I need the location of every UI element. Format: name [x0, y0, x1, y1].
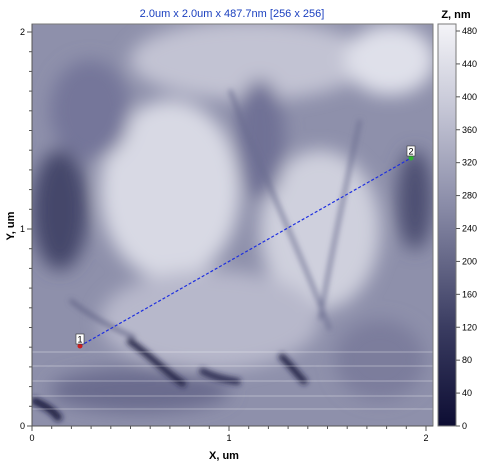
x-tick-label: 2	[423, 433, 428, 443]
svg-text:1: 1	[77, 335, 82, 345]
colorbar-tick-label: 240	[462, 224, 477, 234]
x-tick-label: 1	[226, 433, 231, 443]
colorbar-tick-label: 200	[462, 256, 477, 266]
height-map[interactable]	[32, 20, 435, 426]
svg-text:2: 2	[408, 147, 413, 157]
colorbar-ticks: 0 40 80 120 160 200 240 280 320 360 400 440 480	[456, 26, 477, 431]
y-tick-label: 2	[20, 27, 25, 37]
colorbar-tick-label: 480	[462, 26, 477, 36]
colorbar-tick-label: 160	[462, 289, 477, 299]
colorbar-tick-label: 360	[462, 125, 477, 135]
profile-marker-1[interactable]: 1	[75, 333, 85, 349]
colorbar-tick-label: 80	[462, 355, 472, 365]
y-axis-label: Y, um	[5, 211, 17, 240]
x-tick-label: 0	[29, 433, 34, 443]
colorbar-tick-label: 400	[462, 92, 477, 102]
colorbar-tick-label: 280	[462, 191, 477, 201]
colorbar-tick-label: 320	[462, 158, 477, 168]
y-tick-label: 0	[20, 421, 25, 431]
y-tick-label: 1	[20, 224, 25, 234]
colorbar	[437, 23, 457, 427]
y-axis: 0 1 2	[20, 24, 33, 431]
colorbar-tick-label: 0	[462, 421, 467, 431]
colorbar-tick-label: 440	[462, 59, 477, 69]
image-title: 2.0um x 2.0um x 487.7nm [256 x 256]	[140, 8, 325, 20]
profile-line[interactable]: 1 2	[75, 145, 416, 349]
colorbar-tick-label: 120	[462, 322, 477, 332]
x-axis: 0 1 2	[29, 425, 433, 443]
colorbar-label: Z, nm	[441, 9, 471, 21]
profile-marker-2[interactable]: 2	[406, 145, 416, 161]
colorbar-tick-label: 40	[462, 388, 472, 398]
x-axis-label: X, um	[209, 450, 239, 462]
